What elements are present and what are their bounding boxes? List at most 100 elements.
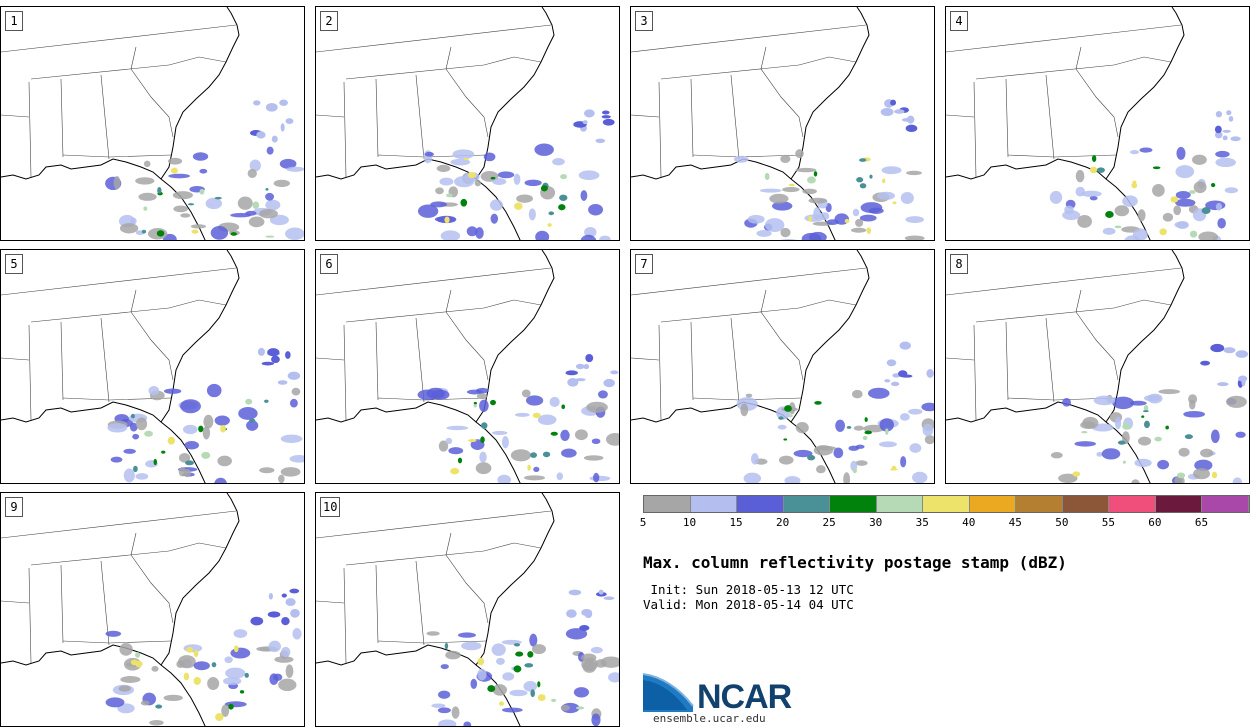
precip-core [1122,460,1126,464]
precip-cell [207,677,220,691]
precip-cell [490,199,503,211]
precip-core [558,204,566,211]
state-boundary [60,321,64,401]
precip-cell [461,641,482,651]
precip-cell [591,713,601,726]
precip-core [211,662,217,668]
reflectivity-map [1,250,304,483]
precip-cell [438,440,449,452]
precip-cell [273,673,283,681]
coastline [1,250,240,483]
precip-cell [259,467,275,474]
precip-cell [451,706,460,719]
precip-cell [163,388,182,394]
state-boundary [445,46,452,70]
precip-core [530,452,537,458]
precip-cell [582,120,588,125]
precip-cell [1075,169,1085,183]
precip-core [537,681,541,688]
precip-cell [909,443,922,453]
precip-core [1096,167,1105,173]
precip-cell [1129,150,1140,155]
state-boundary [62,154,172,158]
member-number-label: 9 [5,497,23,517]
ensemble-member-panel: 4 [945,6,1250,241]
state-boundary [60,564,64,644]
precip-core [527,651,534,658]
precip-cell [233,629,248,638]
precip-core [559,194,568,201]
precip-cell [1217,217,1226,229]
ensemble-member-panel: 3 [630,6,935,241]
color-bar-swatch [644,496,691,512]
state-boundary [1005,78,1009,158]
precip-core [859,183,867,189]
precip-cell [529,633,538,647]
precip-cell [446,425,469,431]
precip-cell [182,424,198,435]
precip-cell [573,687,590,698]
precip-cell [801,232,822,240]
precip-cell [855,460,868,466]
precip-cell [580,234,597,240]
precip-cell [490,213,499,224]
state-boundary [760,46,767,70]
ncar-logo-text: NCAR [697,678,792,716]
reflectivity-map [1,493,302,726]
precip-cell [143,160,151,168]
precip-cell [851,389,863,399]
precip-cell [599,235,611,240]
precip-cell [905,124,918,133]
state-boundary [946,357,975,361]
precip-cell [867,387,890,399]
precip-core [866,227,872,234]
precip-cell [926,369,934,378]
color-bar-tick-label: 65 [1194,516,1209,529]
precip-core [548,211,555,216]
precip-cell [483,152,496,162]
precip-cell [1226,110,1232,116]
coastline [1,493,240,726]
precip-cell [291,387,301,396]
precip-core [135,660,143,668]
precip-cell [535,230,550,240]
precip-cell [1193,468,1210,480]
precip-core [157,187,162,194]
state-boundary [1113,299,1172,309]
precip-core [1122,423,1131,430]
precip-cell [1215,202,1223,211]
state-boundary [30,64,170,80]
precip-core [144,430,153,437]
precip-cell [881,166,902,175]
precip-cell [1194,459,1213,471]
state-boundary [690,78,694,158]
precip-cell [1101,448,1121,460]
precip-cell [118,685,131,692]
precip-cell [784,476,801,483]
reflectivity-map [316,250,619,483]
precip-core [1091,155,1097,163]
precip-core [1089,166,1098,174]
precip-cell [278,678,297,692]
ensemble-member-panel: 7 [630,249,935,484]
precip-cell [448,447,464,455]
color-bar-tick-label: 15 [729,516,743,529]
precip-core [808,215,813,222]
precip-cell [205,197,223,210]
precip-core [575,706,585,710]
precip-cell [589,475,611,482]
color-bar-swatch [1109,496,1156,512]
precip-cell [549,396,560,408]
precip-cell [1137,436,1152,446]
precip-cell [603,596,615,601]
state-boundary [730,74,740,160]
precip-cell [525,395,544,406]
state-boundary [445,289,452,313]
precip-cell [431,389,450,400]
precip-core [1142,410,1149,413]
precip-cell [119,642,133,656]
precip-cell [769,193,789,204]
precip-cell [149,719,164,726]
ensemble-member-panel: 9 [0,492,305,727]
precip-cell [584,109,595,118]
